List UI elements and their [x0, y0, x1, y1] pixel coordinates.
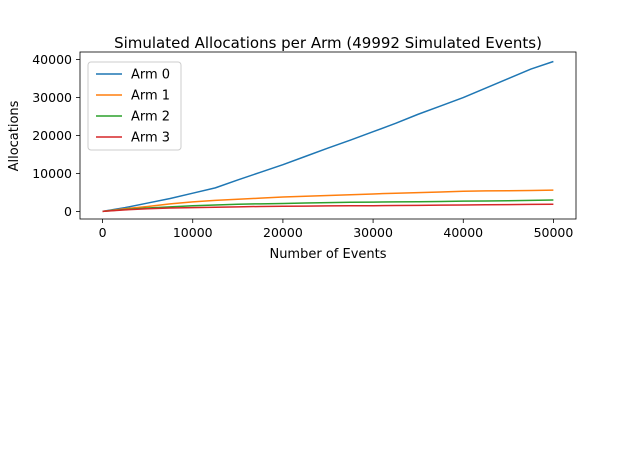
- x-tick-label-2: 20000: [263, 225, 303, 240]
- x-tick-label-5: 50000: [534, 225, 574, 240]
- y-tick-label-3: 30000: [32, 90, 72, 105]
- y-tick-label-1: 10000: [32, 166, 72, 181]
- series-line-arm-1: [102, 189, 554, 213]
- chart-title: Simulated Allocations per Arm (49992 Sim…: [114, 34, 542, 52]
- y-axis-label: Allocations: [7, 100, 22, 171]
- y-tick-label-0: 0: [64, 204, 72, 219]
- chart-legend: Arm 0 Arm 1 Arm 2 Arm 3: [87, 61, 182, 151]
- x-axis-label: Number of Events: [269, 247, 386, 262]
- legend-label-arm-1: Arm 1: [131, 89, 170, 104]
- legend-label-arm-0: Arm 0: [131, 68, 170, 83]
- legend-label-arm-3: Arm 3: [131, 131, 170, 146]
- series-line-arm-2: [102, 199, 554, 213]
- x-tick-label-0: 0: [99, 225, 107, 240]
- legend-items: Arm 0 Arm 1 Arm 2 Arm 3: [96, 68, 170, 146]
- y-tick-label-2: 20000: [32, 128, 72, 143]
- x-tick-label-3: 30000: [353, 225, 393, 240]
- x-tick-label-1: 10000: [173, 225, 213, 240]
- series-line-arm-3: [102, 203, 554, 213]
- legend-label-arm-2: Arm 2: [131, 110, 170, 125]
- y-axis-ticks: 0 10000 20000 30000 40000: [32, 52, 80, 219]
- series-line-arm-0: [102, 60, 554, 213]
- legend-box: [87, 61, 182, 151]
- x-tick-label-4: 40000: [443, 225, 483, 240]
- x-axis-ticks: 0 10000 20000 30000 40000 50000: [99, 219, 574, 240]
- y-tick-label-4: 40000: [32, 52, 72, 67]
- series-layer: [102, 60, 554, 213]
